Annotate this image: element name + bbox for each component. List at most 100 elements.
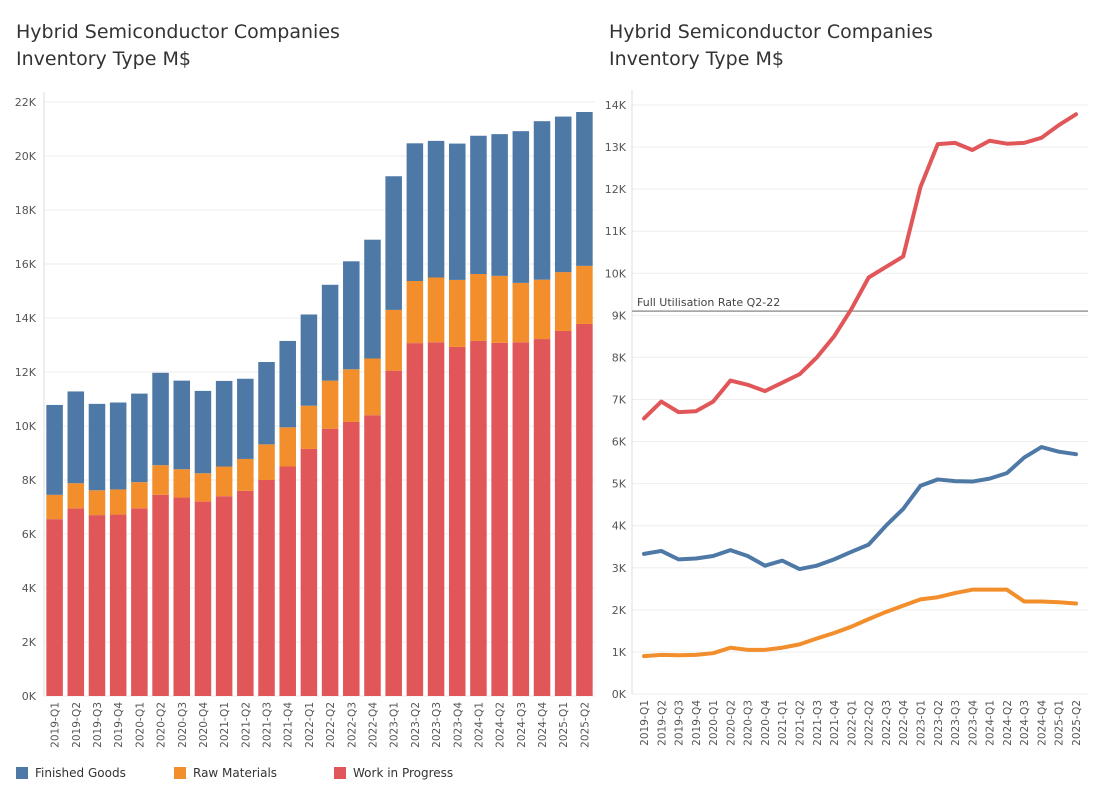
bar-work-in-progress — [427, 342, 445, 696]
bar-work-in-progress — [364, 415, 381, 696]
bar-work-in-progress — [152, 494, 169, 696]
bar-work-in-progress — [491, 342, 508, 696]
legend-raw-materials[interactable]: Raw Materials — [174, 766, 277, 780]
bar-finished-goods — [343, 261, 360, 370]
x-tick-label: 2023-Q4 — [967, 700, 979, 746]
bar-raw-materials — [258, 444, 275, 480]
y-tick-label: 9K — [612, 309, 627, 322]
y-tick-label: 12K — [15, 366, 37, 379]
legend-label: Finished Goods — [35, 766, 126, 780]
bar-finished-goods — [385, 176, 402, 310]
x-tick-label: 2021-Q1 — [777, 700, 789, 746]
x-tick-label: 2019-Q3 — [674, 700, 686, 746]
bar-raw-materials — [343, 369, 360, 422]
y-tick-label: 10K — [15, 420, 37, 433]
x-tick-label: 2020-Q4 — [760, 700, 772, 746]
left-title-line1: Hybrid Semiconductor Companies — [16, 21, 340, 43]
y-tick-label: 7K — [612, 394, 627, 407]
bar-raw-materials — [67, 483, 85, 509]
legend-work-in-progress[interactable]: Work in Progress — [334, 766, 453, 780]
x-tick-label: 2019-Q2 — [656, 700, 668, 746]
x-tick-label: 2021-Q2 — [795, 700, 807, 746]
bar-raw-materials — [406, 281, 424, 344]
bar-work-in-progress — [109, 514, 127, 696]
x-tick-label: 2025-Q2 — [1071, 700, 1083, 746]
x-tick-label: 2023-Q3 — [431, 702, 443, 748]
y-tick-label: 4K — [612, 520, 627, 533]
y-tick-label: 4K — [22, 582, 37, 595]
y-tick-label: 6K — [22, 528, 37, 541]
bar-work-in-progress — [406, 343, 424, 696]
x-tick-label: 2024-Q3 — [1019, 700, 1031, 746]
x-tick-label: 2020-Q3 — [743, 700, 755, 746]
x-tick-label: 2020-Q4 — [198, 702, 210, 748]
bar-work-in-progress — [470, 340, 487, 696]
left-title-line2: Inventory Type M$ — [16, 48, 191, 70]
bar-finished-goods — [533, 121, 551, 280]
y-tick-label: 8K — [612, 351, 627, 364]
x-tick-label: 2022-Q4 — [898, 700, 910, 746]
y-tick-label: 0K — [612, 688, 627, 701]
bar-finished-goods — [406, 143, 424, 282]
bar-finished-goods — [131, 393, 148, 483]
x-tick-label: 2025-Q1 — [1054, 700, 1066, 746]
x-tick-label: 2024-Q2 — [1002, 700, 1014, 746]
x-tick-label: 2022-Q3 — [881, 700, 893, 746]
bar-raw-materials — [131, 482, 148, 509]
bar-finished-goods — [194, 390, 212, 474]
y-tick-label: 18K — [15, 204, 37, 217]
bar-work-in-progress — [215, 496, 233, 696]
x-tick-label: 2023-Q1 — [389, 702, 401, 748]
x-tick-label: 2023-Q3 — [950, 700, 962, 746]
x-tick-label: 2019-Q4 — [113, 702, 125, 748]
x-tick-label: 2021-Q3 — [812, 700, 824, 746]
bar-finished-goods — [448, 143, 466, 280]
bar-finished-goods — [364, 239, 381, 359]
x-tick-label: 2024-Q2 — [495, 702, 507, 748]
bar-work-in-progress — [576, 323, 593, 696]
x-tick-label: 2023-Q2 — [933, 700, 945, 746]
bar-finished-goods — [109, 402, 127, 490]
bar-work-in-progress — [385, 370, 402, 696]
bar-raw-materials — [364, 358, 381, 416]
line-raw-materials — [642, 587, 1078, 659]
y-tick-label: 8K — [22, 474, 37, 487]
bar-raw-materials — [46, 494, 63, 520]
bar-raw-materials — [152, 465, 169, 495]
bar-raw-materials — [470, 273, 487, 341]
bar-raw-materials — [194, 473, 212, 502]
x-tick-label: 2021-Q4 — [283, 702, 295, 748]
bar-finished-goods — [554, 116, 572, 273]
x-tick-label: 2024-Q4 — [537, 702, 549, 748]
x-tick-label: 2019-Q2 — [71, 702, 83, 748]
x-tick-label: 2022-Q3 — [346, 702, 358, 748]
bar-finished-goods — [215, 380, 233, 467]
x-tick-label: 2024-Q1 — [473, 702, 485, 748]
bar-raw-materials — [300, 405, 318, 449]
legend-finished-goods[interactable]: Finished Goods — [16, 766, 126, 780]
bar-finished-goods — [152, 372, 169, 466]
bar-raw-materials — [427, 277, 445, 343]
legend-label: Work in Progress — [353, 766, 454, 780]
bar-raw-materials — [448, 279, 466, 347]
x-tick-label: 2021-Q2 — [240, 702, 252, 748]
finished-goods-swatch — [16, 767, 28, 779]
x-tick-label: 2023-Q4 — [452, 702, 464, 748]
bar-finished-goods — [88, 403, 106, 491]
bar-work-in-progress — [512, 342, 530, 696]
x-tick-label: 2019-Q1 — [639, 700, 651, 746]
bar-raw-materials — [512, 282, 530, 343]
bar-finished-goods — [300, 314, 318, 406]
x-tick-label: 2021-Q3 — [262, 702, 274, 748]
x-tick-label: 2022-Q1 — [846, 700, 858, 746]
bar-work-in-progress — [131, 508, 148, 696]
bar-raw-materials — [576, 265, 593, 324]
bar-raw-materials — [237, 458, 254, 491]
y-tick-label: 5K — [612, 478, 627, 491]
bar-finished-goods — [512, 131, 530, 283]
bar-work-in-progress — [321, 428, 339, 696]
bar-work-in-progress — [88, 515, 106, 696]
bar-finished-goods — [279, 340, 296, 428]
y-tick-label: 14K — [15, 312, 37, 325]
bar-work-in-progress — [237, 490, 254, 696]
